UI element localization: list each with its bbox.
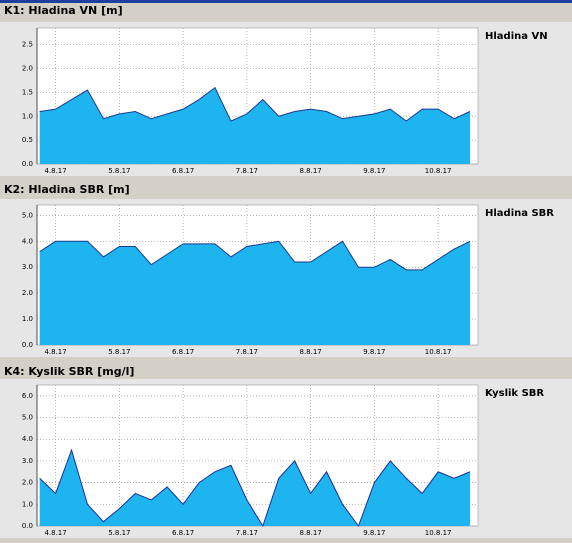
line — [39, 86, 471, 122]
panel-header — [0, 182, 572, 199]
x-tick-label: 7.8.17 — [236, 529, 258, 537]
x-tick-label: 4.8.17 — [44, 348, 66, 356]
chart-title: K4: Kyslik SBR [mg/l] — [4, 365, 134, 378]
x-tick-label: 6.8.17 — [172, 348, 194, 356]
x-tick-label: 5.8.17 — [108, 529, 130, 537]
y-tick-label: 5.0 — [22, 211, 33, 219]
y-tick-label: 3.0 — [22, 457, 33, 465]
y-tick-label: 6.0 — [22, 392, 33, 400]
x-tick-label: 8.8.17 — [299, 167, 321, 175]
y-tick-label: 2.0 — [22, 65, 33, 73]
y-tick-label: 4.0 — [22, 435, 33, 443]
x-tick-label: 4.8.17 — [44, 167, 66, 175]
y-tick-label: 1.0 — [22, 112, 33, 120]
x-tick-label: 10.8.17 — [425, 529, 452, 537]
x-tick-label: 10.8.17 — [425, 348, 452, 356]
x-tick-label: 6.8.17 — [172, 529, 194, 537]
panel-header — [0, 3, 572, 22]
y-tick-label: 4.0 — [22, 237, 33, 245]
legend-label: Hladina SBR — [485, 208, 554, 219]
x-tick-label: 7.8.17 — [236, 167, 258, 175]
y-tick-label: 1.5 — [22, 88, 33, 96]
y-tick-label: 0.0 — [22, 341, 33, 349]
legend-label: Hladina VN — [485, 31, 548, 42]
x-tick-label: 9.8.17 — [363, 167, 385, 175]
legend-label: Kyslik SBR — [485, 388, 544, 399]
y-tick-label: 0.5 — [22, 136, 33, 144]
x-tick-label: 8.8.17 — [299, 348, 321, 356]
x-tick-label: 4.8.17 — [44, 529, 66, 537]
x-tick-label: 10.8.17 — [425, 167, 452, 175]
y-tick-label: 3.0 — [22, 263, 33, 271]
top-strip — [0, 0, 572, 3]
x-tick-label: 8.8.17 — [299, 529, 321, 537]
area — [39, 450, 471, 526]
x-tick-label: 5.8.17 — [108, 167, 130, 175]
x-tick-label: 6.8.17 — [172, 167, 194, 175]
area — [39, 87, 471, 164]
y-tick-label: 1.0 — [22, 500, 33, 508]
y-tick-label: 0.0 — [22, 522, 33, 530]
x-tick-label: 9.8.17 — [363, 348, 385, 356]
line — [39, 448, 471, 528]
y-tick-label: 5.0 — [22, 414, 33, 422]
y-tick-label: 1.0 — [22, 315, 33, 323]
chart-title: K2: Hladina SBR [m] — [4, 183, 130, 196]
x-tick-label: 5.8.17 — [108, 348, 130, 356]
panel-header — [0, 364, 572, 379]
y-tick-label: 0.0 — [22, 160, 33, 168]
y-tick-label: 2.5 — [22, 41, 33, 49]
line — [39, 240, 471, 271]
x-tick-label: 7.8.17 — [236, 348, 258, 356]
y-tick-label: 2.0 — [22, 289, 33, 297]
y-tick-label: 2.0 — [22, 479, 33, 487]
x-tick-label: 9.8.17 — [363, 529, 385, 537]
chart-title: K1: Hladina VN [m] — [4, 4, 123, 17]
